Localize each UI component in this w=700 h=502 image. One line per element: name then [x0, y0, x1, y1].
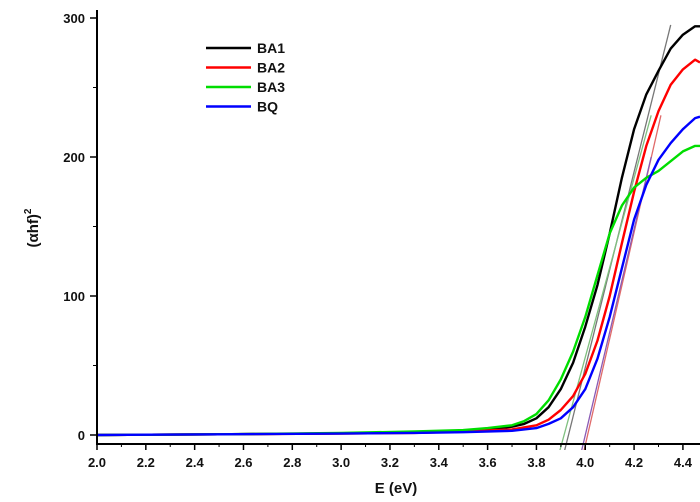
x-tick-label: 4.0 [576, 455, 594, 470]
axes: 2.0 2.2 2.4 2.6 2.8 3.0 3.2 3.4 3.6 3.8 4.0 4.2 4.4 0… [63, 10, 700, 470]
x-tick-label: 3.6 [479, 455, 497, 470]
series-line-ba3 [97, 144, 700, 437]
x-tick-label: 4.2 [625, 455, 643, 470]
x-tick-label: 2.0 [88, 455, 106, 470]
y-axis-label: (αhf)2 [23, 208, 42, 247]
legend-label: BA2 [257, 60, 285, 76]
x-tick-label: 3.0 [332, 455, 350, 470]
series-line-ba1 [97, 25, 700, 437]
y-tick-label: 0 [78, 428, 85, 443]
x-axis-label: E (eV) [375, 480, 418, 497]
x-tick-label: 2.8 [283, 455, 301, 470]
y-tick-label: 200 [63, 150, 85, 165]
tangent-line [559, 115, 652, 450]
legend-label: BA1 [257, 40, 285, 56]
series-line-bq [97, 115, 700, 437]
series-lines [97, 25, 700, 437]
legend: BA1 BA2 BA3 BQ [206, 40, 285, 115]
x-tick-label: 3.4 [430, 455, 449, 470]
x-tick-label: 2.6 [234, 455, 252, 470]
x-tick-label: 3.8 [527, 455, 545, 470]
y-tick-label: 300 [63, 11, 85, 26]
x-tick-label: 4.4 [674, 455, 693, 470]
legend-label: BQ [257, 99, 278, 115]
y-tick-label: 100 [63, 289, 85, 304]
legend-label: BA3 [257, 79, 285, 95]
x-tick-label: 3.2 [381, 455, 399, 470]
x-tick-label: 2.4 [186, 455, 205, 470]
x-tick-label: 2.2 [137, 455, 155, 470]
series-line-ba2 [97, 58, 700, 437]
